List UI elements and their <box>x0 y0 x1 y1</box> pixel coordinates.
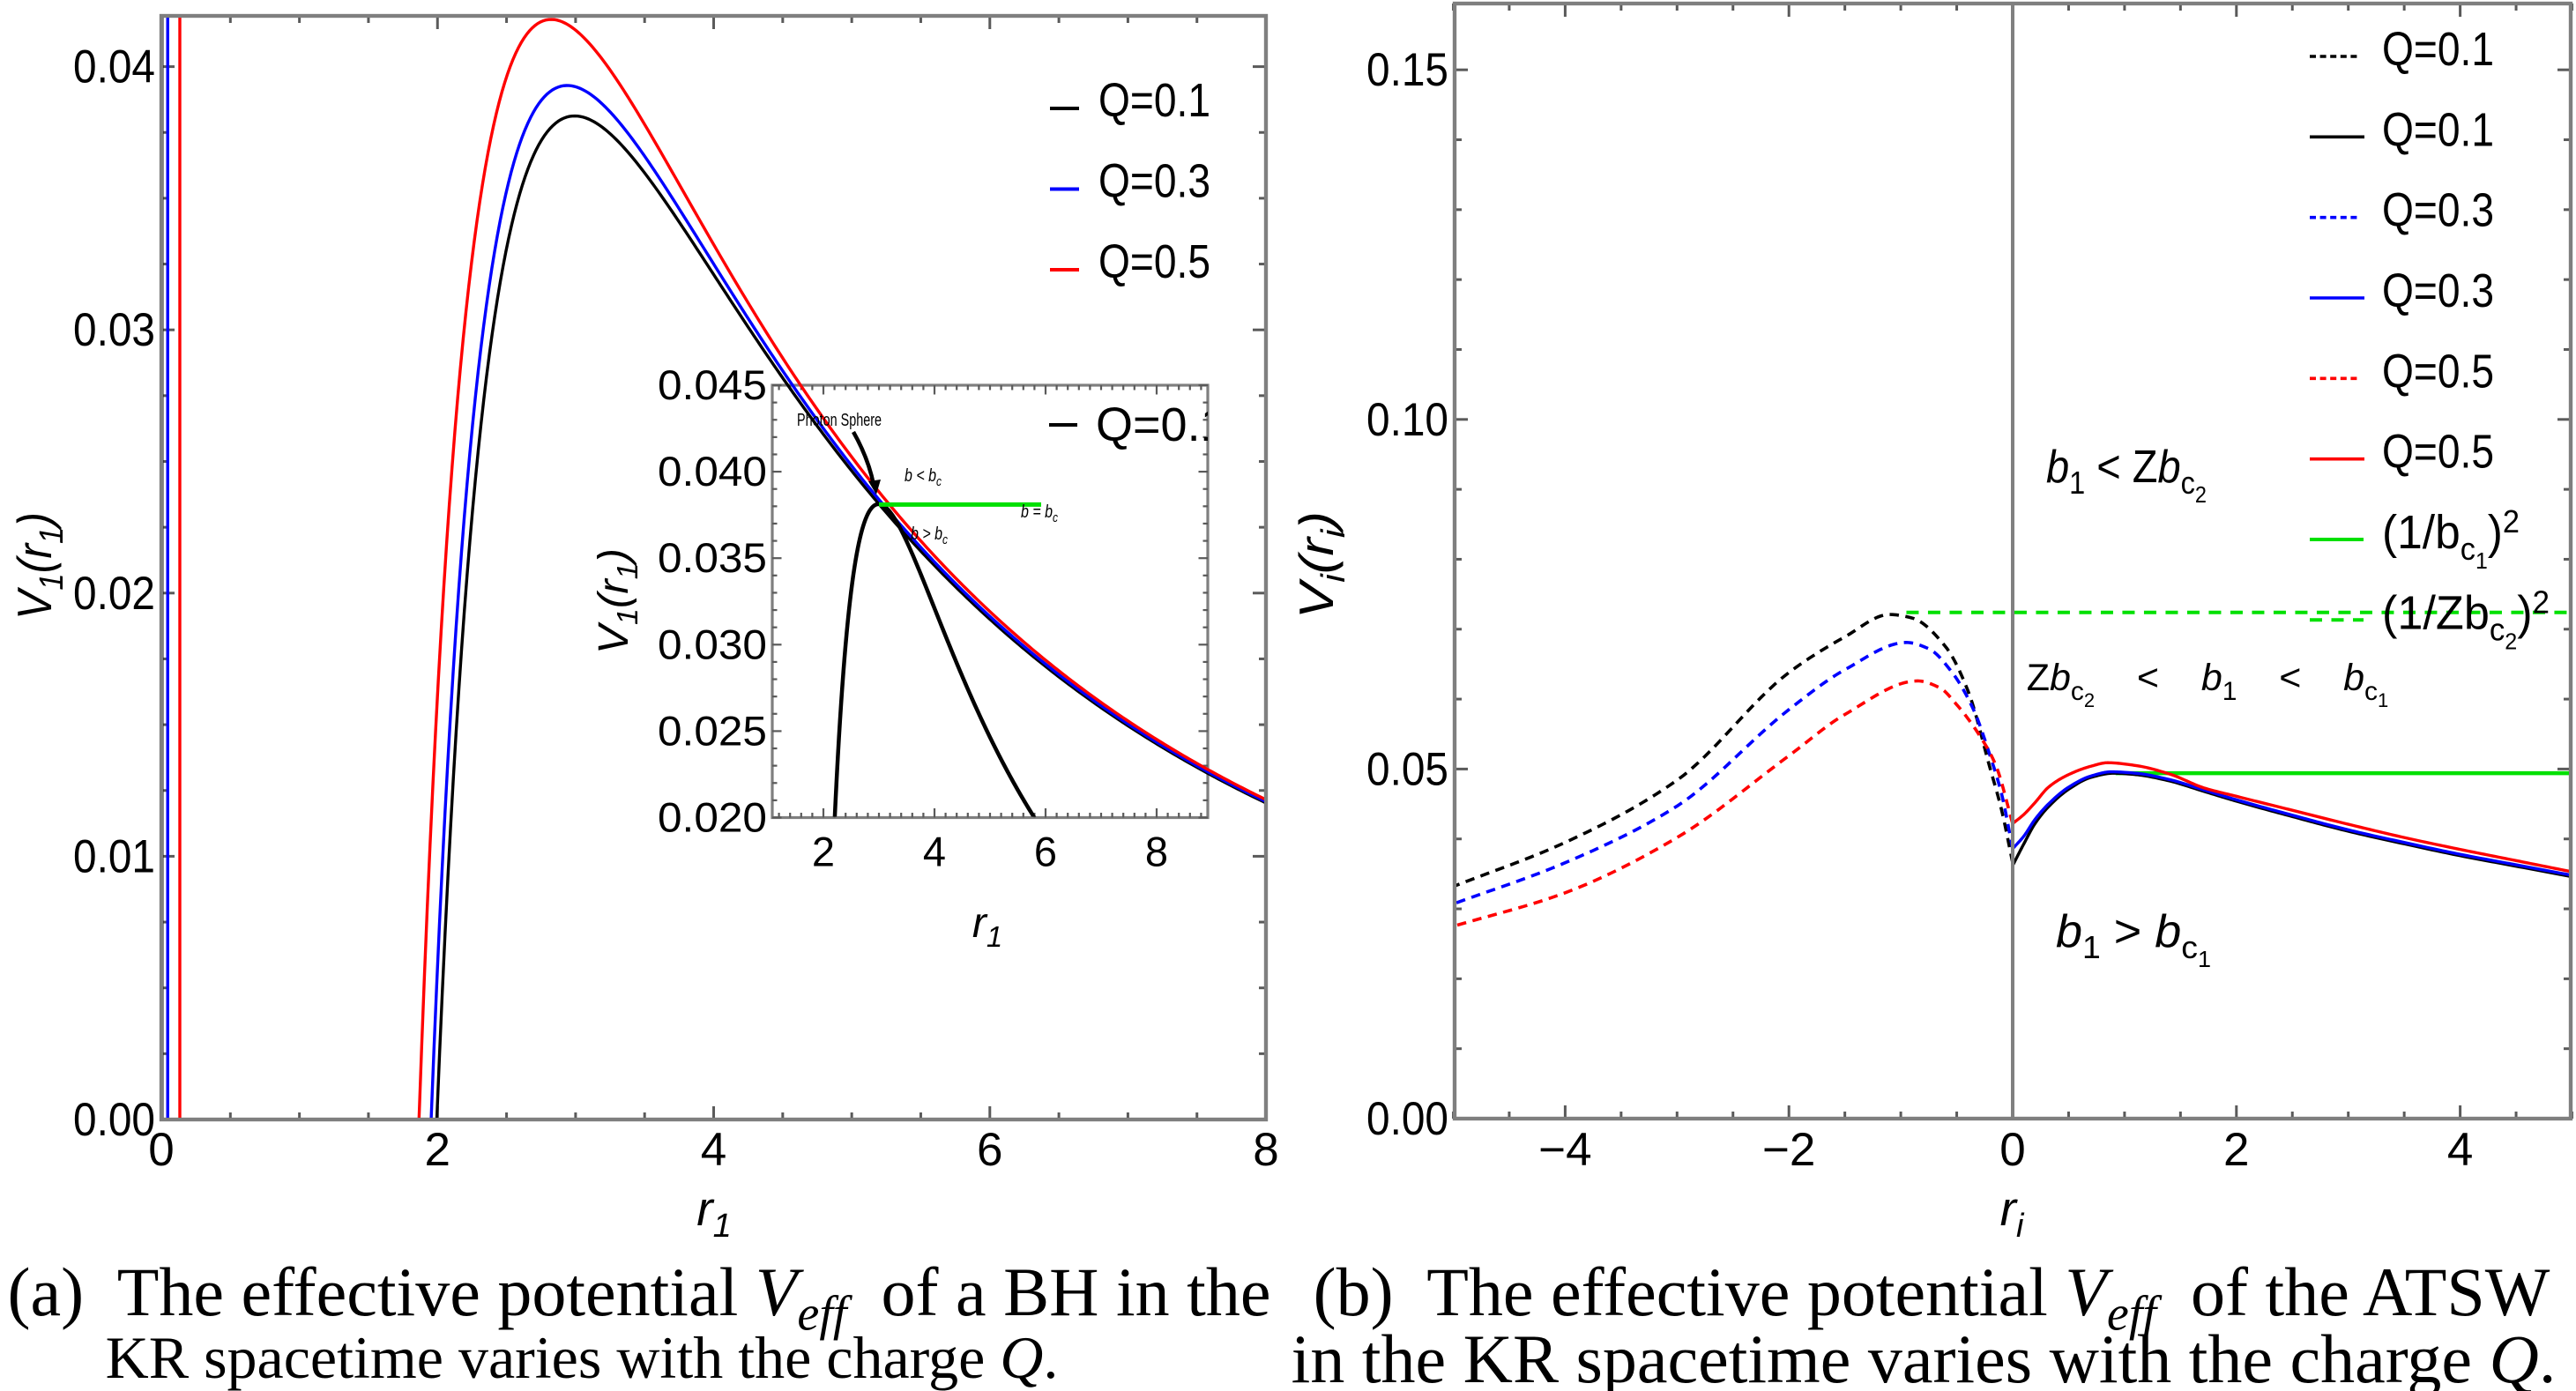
svg-text:2: 2 <box>812 829 835 875</box>
svg-text:r1: r1 <box>972 900 1002 953</box>
svg-text:0.15: 0.15 <box>1366 44 1448 96</box>
svg-text:Q=0.3: Q=0.3 <box>2382 264 2494 317</box>
svg-text:ri: ri <box>2000 1181 2025 1245</box>
svg-text:0.020: 0.020 <box>658 794 767 841</box>
svg-text:b < bc: b < bc <box>905 466 942 489</box>
svg-text:Q=0.1: Q=0.1 <box>1098 74 1210 127</box>
svg-text:b1 < Zbc2: b1 < Zbc2 <box>2046 442 2207 508</box>
svg-text:0: 0 <box>148 1124 174 1176</box>
svg-text:0.05: 0.05 <box>1366 743 1448 795</box>
svg-text:2: 2 <box>2223 1124 2249 1176</box>
svg-text:2: 2 <box>425 1124 450 1176</box>
svg-text:Q=0.3: Q=0.3 <box>1098 155 1210 208</box>
svg-text:4: 4 <box>2447 1124 2473 1176</box>
svg-text:8: 8 <box>1253 1124 1278 1176</box>
svg-text:Q=0.3: Q=0.3 <box>2382 184 2494 237</box>
svg-text:6: 6 <box>1034 829 1057 875</box>
svg-text:0.01: 0.01 <box>73 830 155 882</box>
svg-text:6: 6 <box>977 1124 1002 1176</box>
svg-text:(1/Zbc2)2: (1/Zbc2)2 <box>2382 584 2550 654</box>
svg-text:Q=0.1: Q=0.1 <box>1096 398 1227 451</box>
svg-text:0.045: 0.045 <box>658 361 767 408</box>
svg-text:Zbc2 < b1 < bc1: Zbc2 < b1 < bc1 <box>2027 657 2389 711</box>
svg-text:0.030: 0.030 <box>658 621 767 667</box>
svg-text:r1: r1 <box>696 1181 731 1245</box>
svg-text:0.00: 0.00 <box>73 1094 155 1146</box>
svg-text:V1(r1): V1(r1) <box>591 548 644 654</box>
svg-text:Q=0.1: Q=0.1 <box>2382 23 2494 76</box>
svg-text:−2: −2 <box>1762 1124 1815 1176</box>
svg-text:0.02: 0.02 <box>73 568 155 620</box>
svg-text:Q=0.1: Q=0.1 <box>2382 103 2494 156</box>
svg-text:Vi(ri): Vi(ri) <box>1289 511 1352 619</box>
svg-text:4: 4 <box>923 829 946 875</box>
svg-text:0.03: 0.03 <box>73 304 155 356</box>
svg-text:0.040: 0.040 <box>658 448 767 495</box>
svg-text:0: 0 <box>1999 1124 2025 1176</box>
svg-text:(1/bc1)2: (1/bc1)2 <box>2382 503 2520 574</box>
svg-text:b = bc: b = bc <box>1021 502 1058 525</box>
svg-text:0.04: 0.04 <box>73 41 155 93</box>
svg-text:−4: −4 <box>1538 1124 1591 1176</box>
svg-text:Q=0.5: Q=0.5 <box>2382 345 2494 398</box>
svg-text:V1(r1): V1(r1) <box>7 512 71 620</box>
svg-text:0.025: 0.025 <box>658 707 767 754</box>
svg-text:b1 > bc1: b1 > bc1 <box>2056 906 2211 972</box>
svg-text:Q=0.5: Q=0.5 <box>1098 235 1210 288</box>
svg-text:4: 4 <box>701 1124 726 1176</box>
svg-text:b > bc: b > bc <box>911 524 948 547</box>
svg-text:8: 8 <box>1145 829 1168 875</box>
svg-text:0.035: 0.035 <box>658 534 767 581</box>
svg-text:Q=0.5: Q=0.5 <box>2382 426 2494 479</box>
svg-text:Photon Sphere: Photon Sphere <box>797 411 882 430</box>
svg-text:0.00: 0.00 <box>1366 1093 1448 1145</box>
svg-text:0.10: 0.10 <box>1366 394 1448 446</box>
